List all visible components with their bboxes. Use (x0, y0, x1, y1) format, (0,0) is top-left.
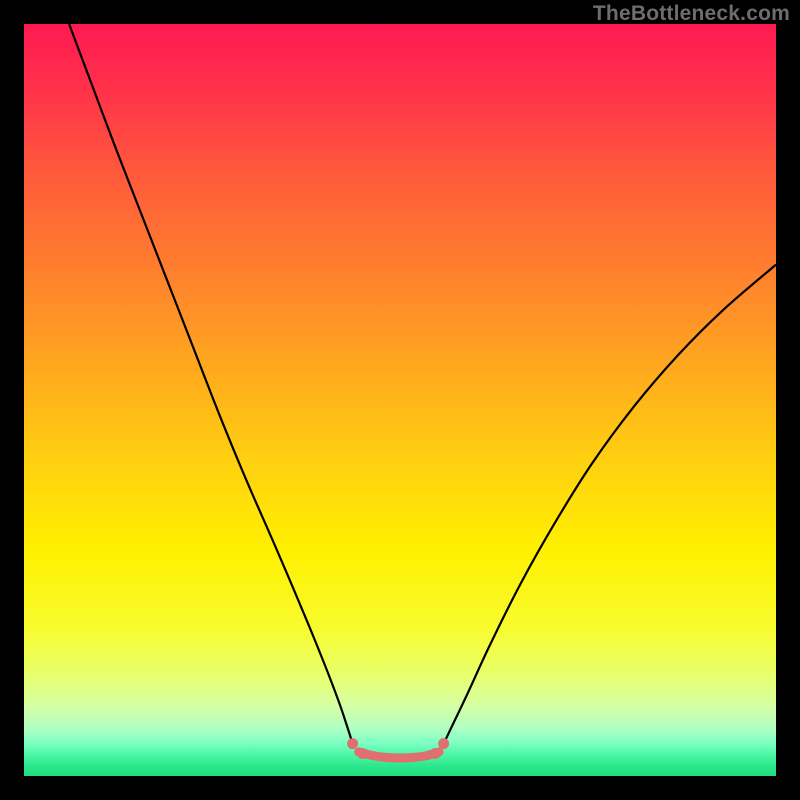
chart-svg (24, 24, 776, 776)
pink-cap-2 (357, 748, 368, 759)
pink-cap-3 (430, 748, 441, 759)
watermark-text: TheBottleneck.com (593, 2, 790, 26)
chart-frame: TheBottleneck.com (0, 0, 800, 800)
pink-cap-0 (347, 738, 358, 749)
gradient-background (24, 24, 776, 776)
pink-cap-1 (438, 738, 449, 749)
plot-area (24, 24, 776, 776)
